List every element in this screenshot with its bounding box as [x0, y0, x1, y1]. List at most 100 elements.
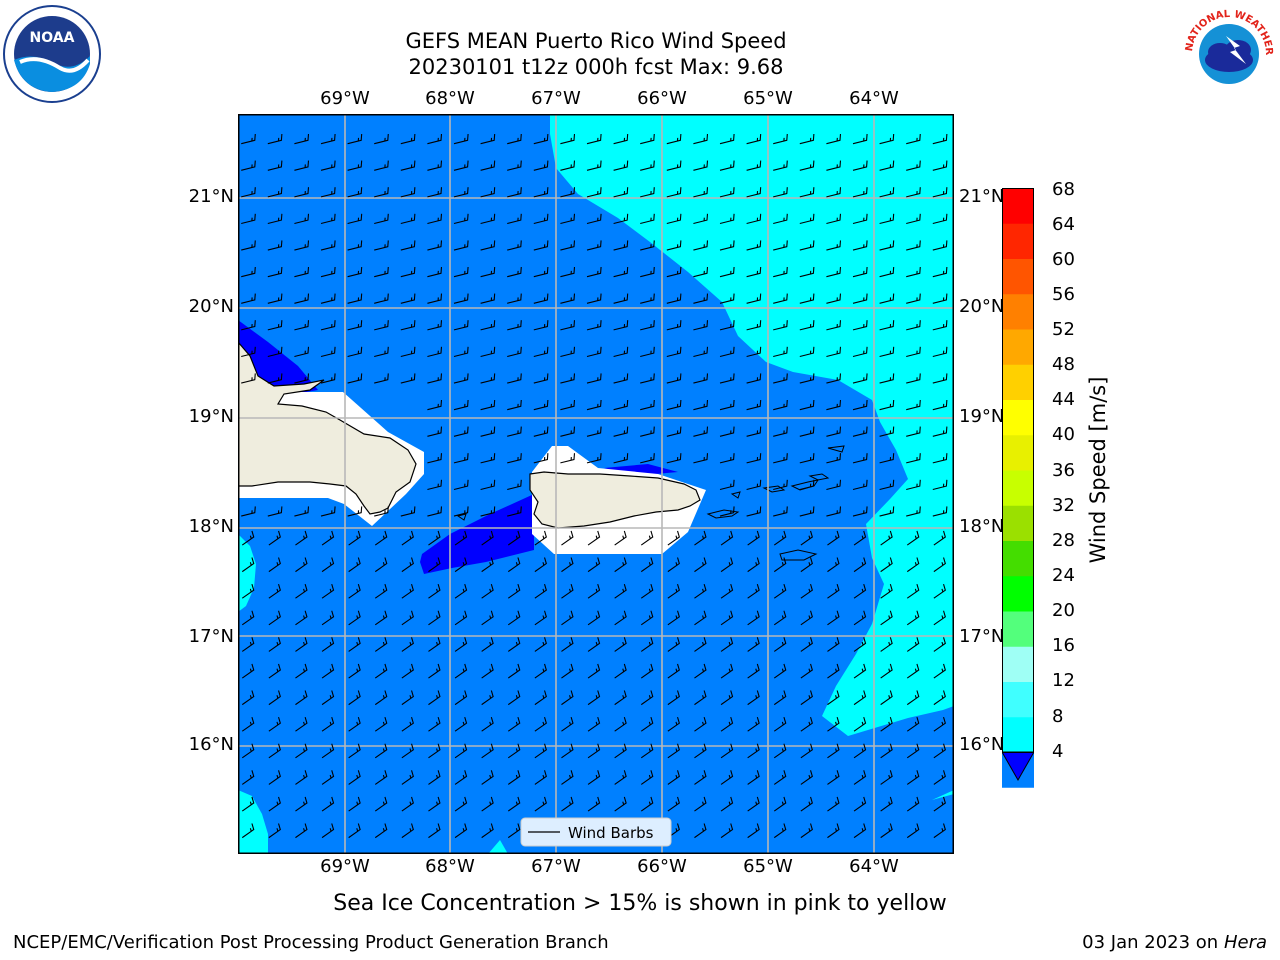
wind-barb	[694, 716, 707, 732]
island-vieques	[706, 509, 740, 519]
wind-barb	[427, 213, 443, 225]
wind-barb	[773, 530, 787, 546]
wind-barb	[932, 399, 948, 411]
wind-barb	[267, 160, 283, 171]
wind-barb	[773, 373, 788, 384]
wind-barb	[667, 823, 680, 839]
wind-barb	[906, 823, 920, 839]
wind-barb	[427, 266, 443, 278]
wind-barb	[320, 266, 336, 278]
wind-barb	[667, 610, 680, 626]
island-virgin-islands-2	[790, 479, 820, 491]
wind-barb	[932, 479, 948, 491]
wind-barb	[507, 637, 521, 652]
wind-barb	[852, 187, 868, 198]
high-wind-patch-southeast	[932, 790, 954, 800]
wind-barb	[667, 583, 680, 599]
wind-barb	[428, 557, 441, 573]
wind-barb	[773, 133, 788, 145]
wind-barb	[694, 663, 707, 679]
wind-barb	[400, 213, 416, 225]
right-lat-label: 21°N	[959, 186, 1005, 207]
wind-barb	[320, 506, 336, 517]
wind-barb	[294, 293, 310, 304]
wind-barb	[294, 266, 310, 278]
right-lat-label: 17°N	[959, 626, 1005, 647]
wind-barb	[826, 293, 842, 304]
wind-barb	[773, 240, 788, 251]
wind-barb	[773, 610, 787, 626]
wind-barb	[533, 240, 549, 251]
wind-barb	[826, 373, 842, 384]
wind-barb	[560, 320, 576, 331]
wind-barb	[427, 399, 443, 411]
wind-barb	[800, 770, 813, 785]
wind-barb	[428, 663, 441, 679]
bottom-lon-label: 66°W	[637, 856, 687, 877]
wind-barb	[853, 583, 867, 599]
wind-barb	[374, 610, 388, 626]
colorbar-tick: 60	[1052, 249, 1075, 270]
wind-barb	[879, 293, 895, 304]
wind-barb	[906, 453, 921, 464]
wind-barb	[507, 240, 522, 251]
wind-barb	[401, 637, 414, 652]
wind-barb	[347, 346, 363, 358]
wind-barb	[241, 320, 256, 331]
wind-barb	[320, 133, 336, 145]
wind-barb	[613, 373, 629, 384]
wind-barb	[561, 743, 574, 759]
wind-barb	[427, 426, 443, 437]
wind-barb	[427, 187, 443, 198]
wind-barb	[880, 796, 893, 812]
wind-barb	[401, 770, 414, 785]
wind-barb	[481, 743, 494, 759]
wind-barb	[720, 823, 734, 839]
wind-barb	[241, 716, 255, 732]
wind-barb	[880, 663, 893, 679]
wind-barb	[932, 506, 948, 517]
wind-barb	[746, 293, 762, 304]
wind-barb	[320, 240, 336, 251]
wind-barb	[480, 240, 496, 251]
wind-barb	[294, 187, 310, 198]
wind-barb	[428, 770, 441, 785]
wind-barb	[241, 506, 256, 517]
wind-barb	[799, 506, 815, 517]
wind-barb	[746, 320, 762, 331]
wind-barb	[320, 213, 336, 225]
wind-barb	[826, 399, 842, 411]
wind-barb	[880, 743, 893, 759]
colorbar-tick: 40	[1052, 424, 1075, 445]
wind-barb	[614, 530, 627, 546]
wind-barb	[827, 716, 840, 732]
wind-barb	[241, 743, 255, 759]
wind-barb	[693, 213, 709, 225]
wind-barb	[507, 743, 521, 759]
wind-barb	[321, 557, 335, 573]
wind-barb	[932, 346, 948, 358]
wind-barb	[453, 160, 469, 171]
wind-barb	[747, 770, 760, 785]
wind-barb	[507, 530, 521, 546]
wind-barb	[294, 160, 310, 171]
wind-barb	[694, 770, 707, 785]
wind-barb	[561, 770, 574, 785]
wind-barb	[693, 187, 709, 198]
wind-barb	[268, 690, 281, 706]
wind-barb	[374, 320, 389, 331]
wind-barb	[933, 610, 946, 626]
wind-barb	[694, 557, 707, 573]
wind-barb	[268, 743, 281, 759]
wind-barb	[587, 716, 601, 732]
wind-barb	[666, 240, 682, 251]
wind-barb	[428, 583, 441, 599]
wind-barb	[533, 213, 549, 225]
wind-barb	[321, 796, 335, 812]
wind-barb	[906, 399, 921, 411]
wind-barb	[719, 426, 735, 437]
wind-barb	[719, 133, 735, 145]
wind-barb	[428, 743, 441, 759]
wind-barb	[347, 506, 363, 517]
wind-barb	[640, 530, 654, 546]
